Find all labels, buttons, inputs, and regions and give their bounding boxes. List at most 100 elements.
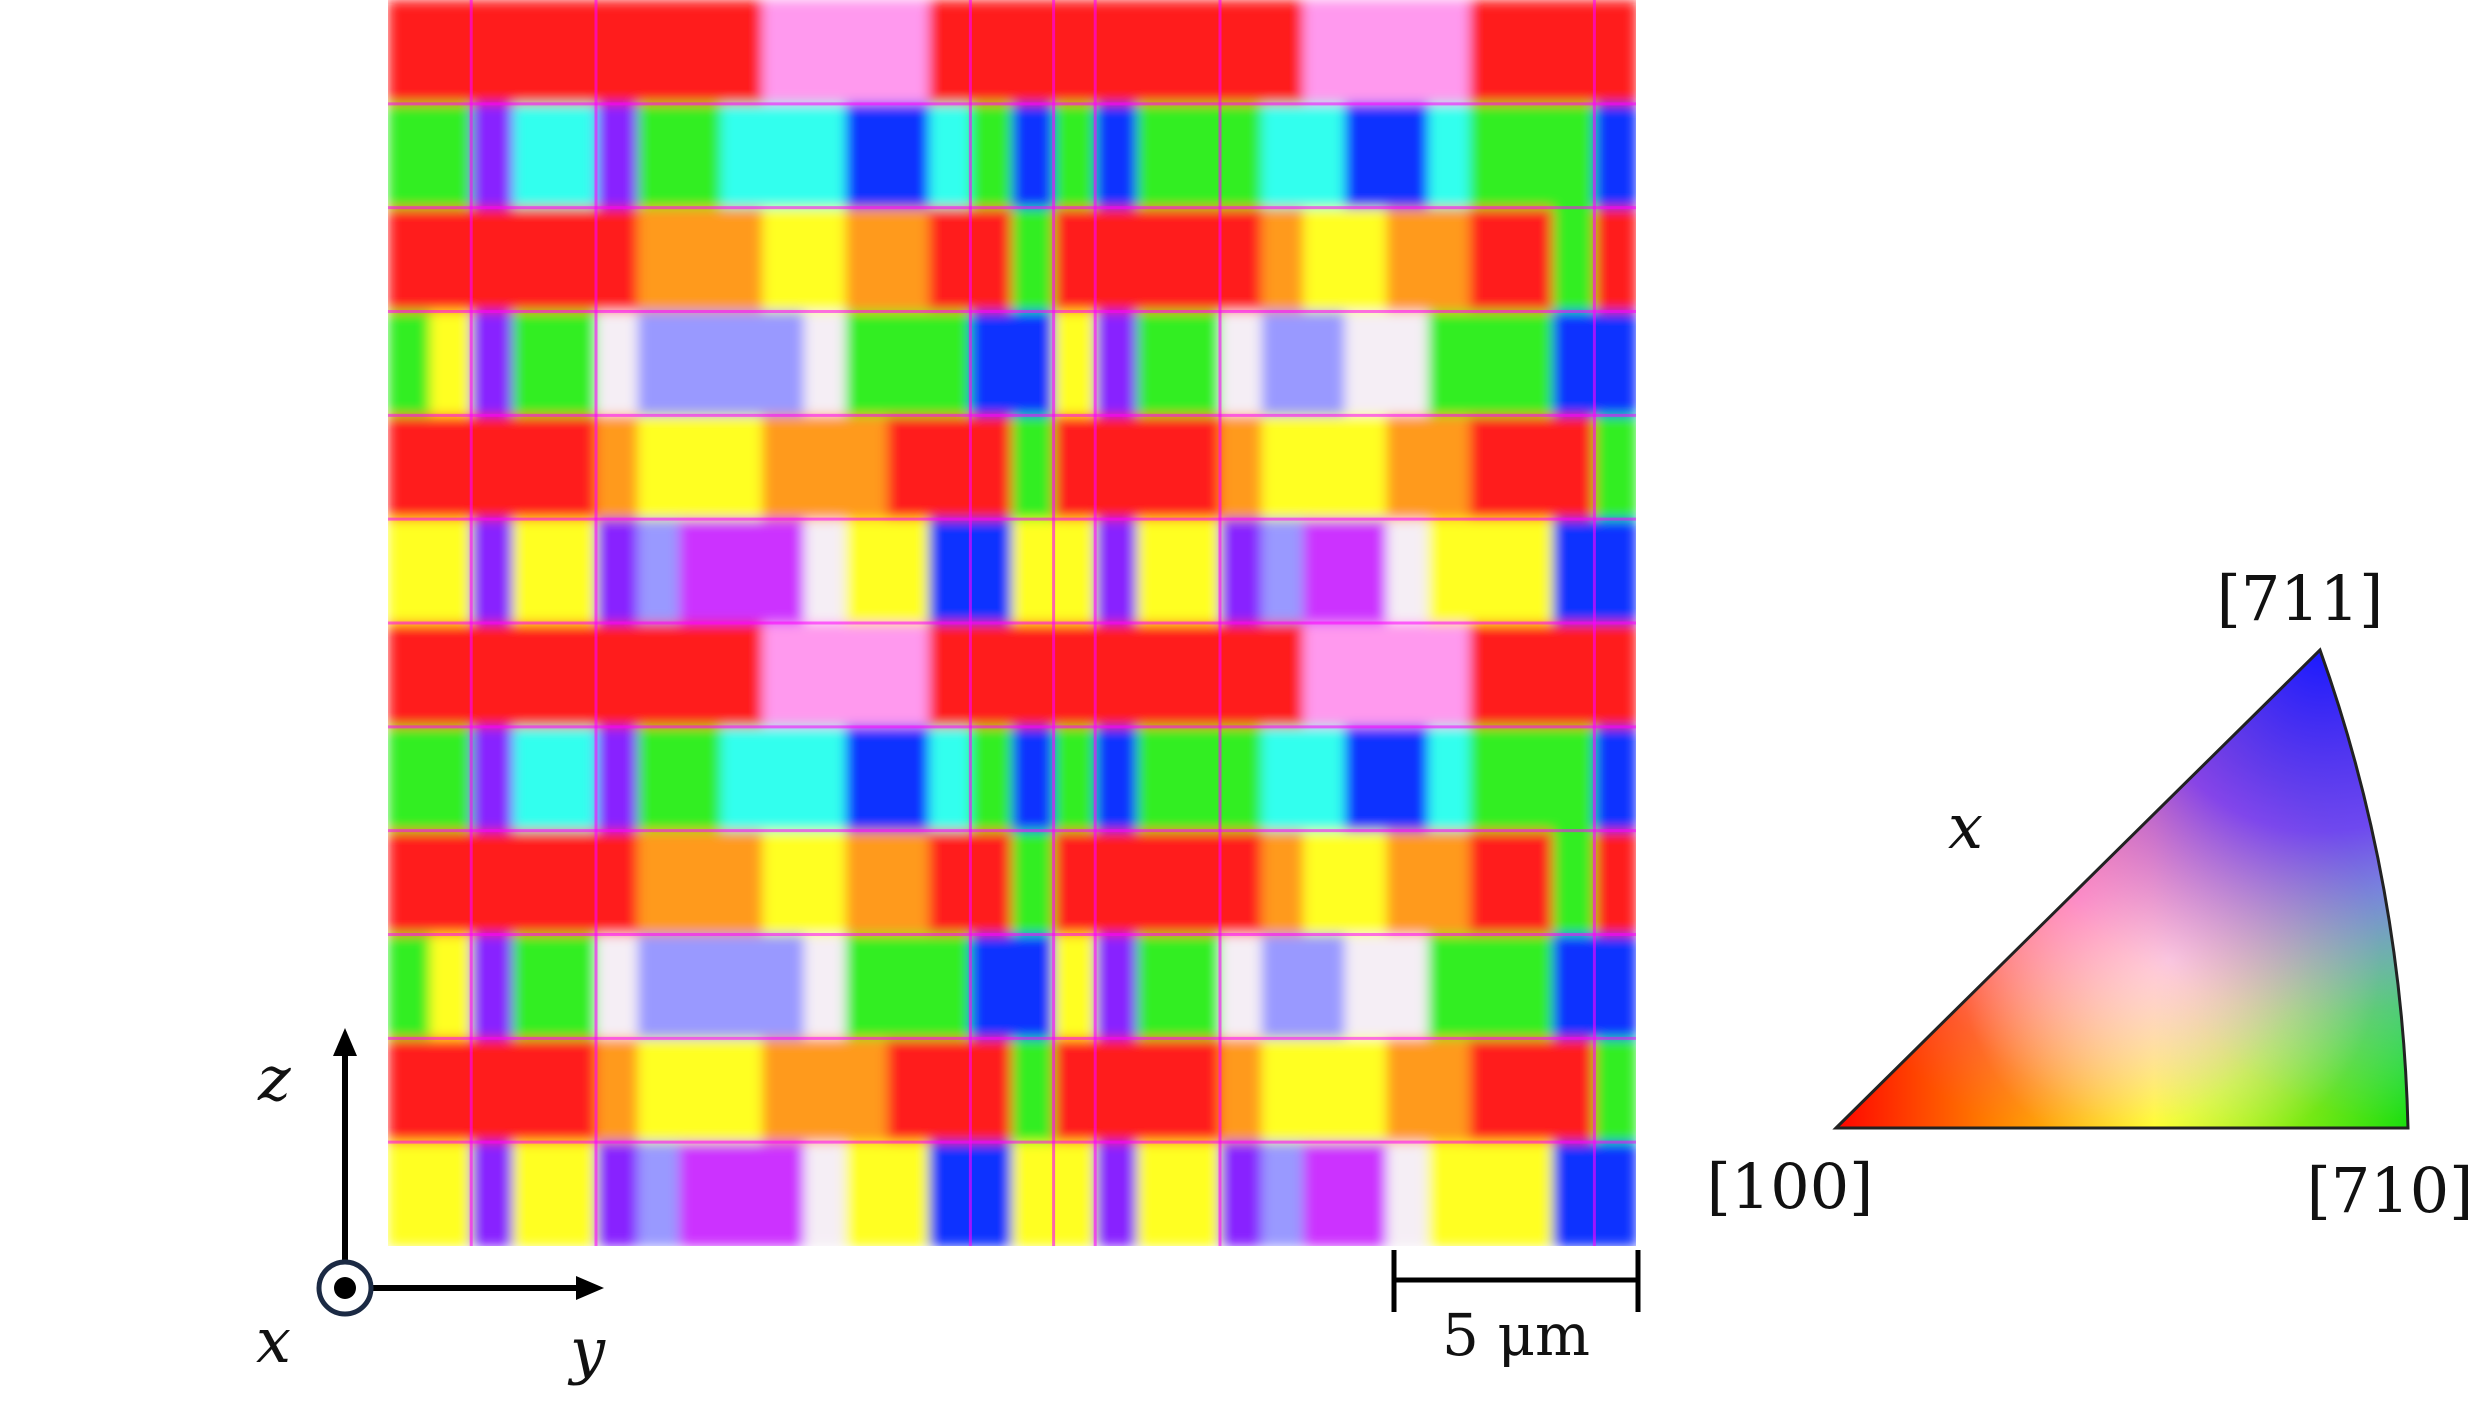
map-cell [1386, 415, 1429, 521]
map-cell [388, 1038, 431, 1144]
map-cell [1511, 311, 1554, 417]
map-cell [1469, 934, 1513, 1040]
ipf-triangle-outline [1832, 647, 2410, 1130]
map-cell [1344, 1142, 1388, 1246]
map-cell [1386, 830, 1429, 936]
map-cell [1511, 1142, 1554, 1246]
map-cell [1178, 726, 1221, 832]
map-cell [928, 0, 972, 105]
map-cell [845, 311, 889, 417]
map-cell [1178, 1038, 1221, 1144]
map-cell [1095, 623, 1138, 728]
map-cell [512, 519, 556, 624]
map-cell [1303, 207, 1346, 313]
map-cell [596, 207, 639, 313]
map-cell [554, 0, 597, 105]
y-arrowhead-icon [576, 1276, 604, 1300]
map-cell [679, 726, 722, 832]
ipf-reference-axis-label: x [1948, 790, 1983, 863]
map-cell [1469, 519, 1513, 624]
map-cell [388, 726, 431, 832]
map-cell [928, 726, 972, 832]
map-cell [554, 934, 597, 1040]
map-cell [762, 519, 805, 624]
map-cell [1136, 1038, 1180, 1144]
map-cell [928, 415, 972, 521]
map-cell [1053, 0, 1097, 105]
map-cell [762, 0, 805, 105]
map-cell [1095, 311, 1138, 417]
map-cell [1594, 519, 1636, 624]
map-cell [554, 830, 597, 936]
map-cell [679, 311, 722, 417]
map-cell [1386, 1142, 1429, 1246]
map-cell [1095, 934, 1138, 1040]
map-cell [1303, 311, 1346, 417]
map-cell [554, 415, 597, 521]
map-cell [679, 415, 722, 521]
map-cell [1552, 415, 1596, 521]
map-cell [804, 934, 847, 1040]
map-cell [1261, 934, 1305, 1040]
map-cell [429, 311, 473, 417]
map-cell [1511, 103, 1554, 209]
map-cell [471, 934, 514, 1040]
map-cell [471, 415, 514, 521]
map-cell [1594, 934, 1636, 1040]
map-cell [429, 519, 473, 624]
map-cell [762, 1142, 805, 1246]
map-cell [512, 934, 556, 1040]
map-cell [928, 1142, 972, 1246]
map-cell [1428, 830, 1471, 936]
map-cell [845, 519, 889, 624]
map-cell [1386, 0, 1429, 105]
map-cell [1344, 415, 1388, 521]
map-cell [1552, 1142, 1596, 1246]
map-cell [1136, 311, 1180, 417]
map-cell [1220, 311, 1263, 417]
map-cell [429, 0, 473, 105]
map-cell [1261, 0, 1305, 105]
map-cell [679, 207, 722, 313]
map-cell [554, 623, 597, 728]
map-cell [1261, 623, 1305, 728]
map-cell [1095, 726, 1138, 832]
map-cell [1594, 1142, 1636, 1246]
map-cell [887, 830, 930, 936]
grain-boundaries [388, 0, 1636, 1246]
map-cell [1261, 1142, 1305, 1246]
map-cell [1303, 103, 1346, 209]
map-cell [1178, 1142, 1221, 1246]
map-cell [429, 934, 473, 1040]
map-cell [1012, 1142, 1055, 1246]
map-cell [1261, 726, 1305, 832]
map-cell [596, 830, 639, 936]
map-cell [1178, 311, 1221, 417]
map-cell [720, 623, 764, 728]
map-cell [1594, 311, 1636, 417]
map-cell [512, 830, 556, 936]
map-cell [554, 311, 597, 417]
map-cell [1136, 1142, 1180, 1246]
map-cell [429, 623, 473, 728]
map-cell [554, 1142, 597, 1246]
map-cell [1053, 207, 1097, 313]
map-cell [1053, 519, 1097, 624]
map-cell [804, 103, 847, 209]
map-cell [1012, 415, 1055, 521]
map-cell [596, 103, 639, 209]
map-cell [1386, 103, 1429, 209]
map-cell [1220, 934, 1263, 1040]
map-cell [429, 415, 473, 521]
map-cell [1178, 103, 1221, 209]
map-cells [388, 0, 1636, 1246]
map-cell [1095, 103, 1138, 209]
map-cell [596, 1038, 639, 1144]
map-cell [1136, 726, 1180, 832]
map-cell [845, 1142, 889, 1246]
map-cell [1261, 1038, 1305, 1144]
map-cell [1386, 1038, 1429, 1144]
map-cell [679, 623, 722, 728]
map-cell [1261, 415, 1305, 521]
map-cell [1220, 103, 1263, 209]
